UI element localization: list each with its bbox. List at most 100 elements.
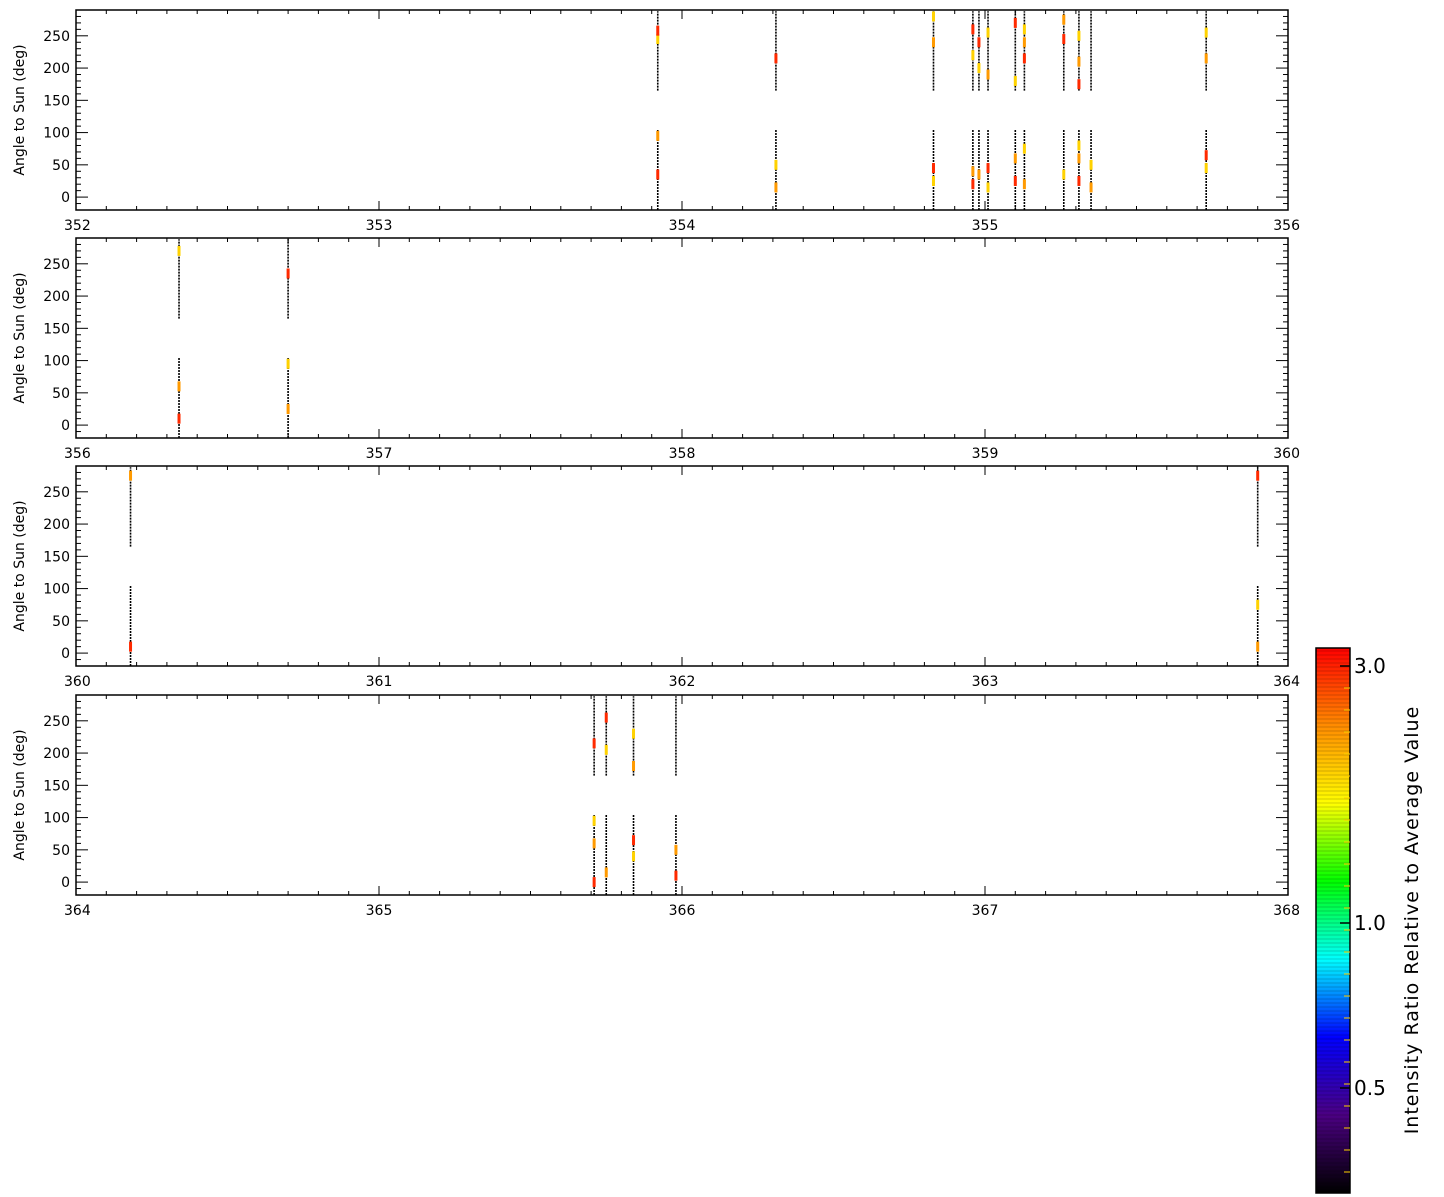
observation-column	[129, 467, 133, 666]
y-axis-label: Angle to Sun (deg)	[12, 44, 28, 175]
intensity-point	[977, 63, 981, 74]
intensity-point	[1256, 641, 1260, 652]
y-tick-label: 150	[43, 549, 70, 565]
intensity-point	[286, 358, 290, 369]
y-tick-label: 250	[43, 257, 70, 273]
intensity-point	[986, 69, 990, 80]
intensity-point	[286, 403, 290, 414]
observation-column	[604, 696, 608, 895]
intensity-point	[1204, 27, 1208, 38]
chart-panel-2: 356 357 358 359 360 0 50 100 150 200 250 Angle to S…	[12, 237, 1300, 462]
intensity-point	[1089, 182, 1093, 193]
x-tick-label: 362	[669, 674, 696, 690]
y-tick-label: 100	[43, 582, 70, 598]
chart-panel-3: 360 361 362 363 364 0 50 100 150 200 250 Angle to S…	[12, 465, 1300, 690]
intensity-point	[604, 867, 608, 878]
intensity-point	[1022, 143, 1026, 154]
plot-frame	[75, 9, 1289, 211]
intensity-point	[632, 851, 636, 862]
intensity-point	[1013, 175, 1017, 186]
observation-column	[1062, 11, 1066, 210]
intensity-point	[604, 712, 608, 723]
y-tick-label: 0	[61, 875, 70, 891]
intensity-point	[592, 815, 596, 826]
colorbar-gradient	[1315, 647, 1351, 1194]
intensity-point	[656, 34, 660, 45]
x-tick-label: 360	[64, 674, 91, 690]
observation-column	[1013, 11, 1017, 210]
x-tick-label: 361	[366, 674, 393, 690]
observation-column	[1204, 11, 1208, 210]
intensity-point	[971, 166, 975, 177]
intensity-point	[1089, 159, 1093, 170]
y-tick-label: 150	[43, 778, 70, 794]
y-tick-label: 250	[43, 485, 70, 501]
intensity-point	[931, 37, 935, 48]
y-tick-label: 150	[43, 321, 70, 337]
intensity-point	[1013, 17, 1017, 28]
colorbar-tick-label: 0.5	[1354, 1076, 1386, 1100]
y-tick-label: 50	[52, 386, 70, 402]
intensity-point	[971, 24, 975, 35]
x-tick-label: 356	[64, 446, 91, 462]
x-tick-label: 367	[972, 903, 999, 919]
intensity-point	[656, 25, 660, 36]
y-tick-label: 50	[52, 158, 70, 174]
intensity-point	[977, 169, 981, 180]
x-tick-label: 360	[1273, 446, 1300, 462]
y-tick-label: 200	[43, 517, 70, 533]
intensity-point	[1256, 470, 1260, 481]
y-tick-label: 100	[43, 811, 70, 827]
observation-column	[774, 11, 778, 210]
observation-column	[674, 696, 678, 895]
intensity-point	[1022, 37, 1026, 48]
y-tick-label: 250	[43, 714, 70, 730]
observation-column	[977, 11, 981, 210]
observation-column	[971, 11, 975, 210]
intensity-point	[1077, 153, 1081, 164]
x-tick-label: 355	[972, 218, 999, 234]
intensity-point	[286, 268, 290, 279]
intensity-point	[1022, 53, 1026, 64]
intensity-point	[604, 744, 608, 755]
intensity-point	[774, 182, 778, 193]
x-tick-label: 352	[64, 218, 91, 234]
intensity-point	[774, 53, 778, 64]
y-axis-label: Angle to Sun (deg)	[12, 272, 28, 403]
observation-column	[1022, 11, 1026, 210]
intensity-point	[129, 470, 133, 481]
y-tick-label: 100	[43, 354, 70, 370]
intensity-point	[674, 870, 678, 881]
intensity-point	[656, 130, 660, 141]
colorbar-tick-label: 3.0	[1354, 654, 1386, 678]
intensity-point	[1062, 14, 1066, 25]
intensity-point	[1022, 24, 1026, 35]
intensity-point	[1013, 153, 1017, 164]
colorbar-title: Intensity Ratio Relative to Average Valu…	[1401, 706, 1423, 1135]
intensity-point	[1077, 30, 1081, 41]
intensity-point	[632, 728, 636, 739]
colorbar: 3.0 1.0 0.5 Intensity Ratio Relative to Ave…	[1315, 647, 1423, 1194]
intensity-point	[592, 838, 596, 849]
intensity-point	[1077, 56, 1081, 67]
colorbar-tick-label: 1.0	[1354, 911, 1386, 935]
intensity-point	[177, 381, 181, 392]
x-tick-label: 354	[669, 218, 696, 234]
observation-column	[1256, 467, 1260, 666]
x-tick-label: 353	[366, 218, 393, 234]
intensity-point	[1062, 169, 1066, 180]
intensity-point	[931, 11, 935, 22]
intensity-point	[1077, 140, 1081, 151]
intensity-point	[971, 50, 975, 61]
intensity-point	[1077, 175, 1081, 186]
intensity-point	[177, 413, 181, 424]
y-tick-label: 200	[43, 746, 70, 762]
y-tick-label: 200	[43, 61, 70, 77]
intensity-point	[632, 835, 636, 846]
y-tick-label: 50	[52, 843, 70, 859]
plot-frame	[75, 237, 1289, 439]
x-tick-label: 357	[366, 446, 393, 462]
y-tick-label: 50	[52, 614, 70, 630]
y-tick-label: 0	[61, 646, 70, 662]
